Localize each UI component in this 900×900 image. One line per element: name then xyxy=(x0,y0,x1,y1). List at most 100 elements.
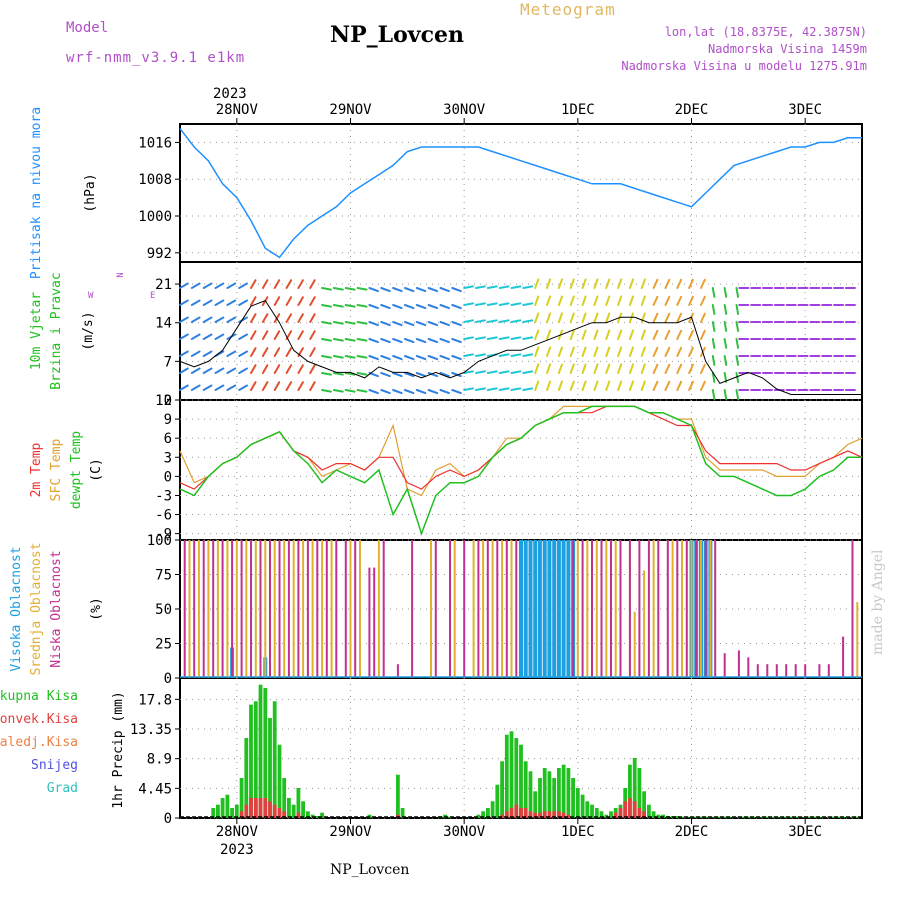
wind-arrow-237 xyxy=(569,380,575,391)
cloud-bar-2-17 xyxy=(344,540,347,678)
precip-bar-1-22 xyxy=(547,811,552,818)
wind-arrow-43 xyxy=(250,296,257,306)
ytick-label-temperature-6: 9 xyxy=(164,412,172,428)
wind-arrow-200 xyxy=(510,353,522,357)
wind-arrow-146 xyxy=(415,389,427,395)
wind-arrow-46 xyxy=(250,347,257,357)
compass-e: E xyxy=(150,291,155,301)
wind-arrow-39 xyxy=(238,350,248,357)
wind-arrow-14 xyxy=(202,282,213,289)
wind-arrow-234 xyxy=(569,329,575,340)
wind-arrow-176 xyxy=(475,302,486,306)
wind-title-line2: Brzina i Pravac xyxy=(49,272,64,389)
wind-arrow-114 xyxy=(368,321,379,327)
cloud-bar-2-36 xyxy=(610,540,612,678)
precip-bar-0-63 xyxy=(632,758,637,818)
wind-arrow-67 xyxy=(285,347,293,357)
wind-arrow-22 xyxy=(214,299,225,306)
precip-bar-0-17 xyxy=(291,804,296,818)
wind-arrow-54 xyxy=(261,364,269,374)
precip-bar-0-46 xyxy=(552,778,557,818)
wind-arrow-330 xyxy=(735,304,740,315)
ytick-label-precip-3: 13.35 xyxy=(130,722,172,738)
precip-bar-0-54 xyxy=(590,804,594,818)
precip-bar-1-18 xyxy=(528,811,533,818)
ytick-label-pressure-2: 1008 xyxy=(138,172,172,188)
precip-bar-0-86 xyxy=(741,816,746,818)
cloud-bar-2-46 xyxy=(704,540,707,678)
wind-arrow-315 xyxy=(711,287,716,298)
model-elevation-label: Nadmorska Visina u modelu 1275.91m xyxy=(621,59,867,73)
cloud-bar-2-21 xyxy=(382,540,385,678)
wind-arrow-36 xyxy=(238,299,248,306)
wind-arrow-51 xyxy=(261,313,269,323)
wind-arrow-253 xyxy=(605,295,611,306)
wind-arrow-198 xyxy=(510,319,522,323)
cloud-bar-1-15 xyxy=(330,540,333,678)
wind-arrow-171 xyxy=(463,336,474,340)
wind-title-line1: 10m Vjetar xyxy=(29,292,44,370)
precip-bar-0-8 xyxy=(249,704,253,818)
wind-arrow-180 xyxy=(475,370,486,374)
wind-arrow-245 xyxy=(593,278,599,289)
precip-bar-1-4 xyxy=(258,798,263,818)
wind-arrow-308 xyxy=(699,278,706,289)
wind-arrow-317 xyxy=(711,321,716,332)
wind-arrow-87 xyxy=(321,338,332,342)
cloud-bar-1-32 xyxy=(643,570,646,678)
cloud-bar-2-7 xyxy=(250,540,252,678)
cloud-bar-1-23 xyxy=(491,540,494,678)
precip-bar-0-58 xyxy=(609,811,613,818)
cloud-bar-2-20 xyxy=(373,567,376,678)
precip-bar-1-7 xyxy=(272,804,277,818)
cloud-bar-2-59 xyxy=(842,636,845,678)
precip-bar-0-68 xyxy=(656,814,661,818)
wind-arrow-298 xyxy=(676,346,683,357)
cloud-bar-2-5 xyxy=(231,540,234,678)
wind-arrow-212 xyxy=(534,312,540,323)
wind-arrow-18 xyxy=(202,350,213,357)
cloud-bar-2-43 xyxy=(676,540,679,678)
wind-arrow-7 xyxy=(190,282,201,289)
wind-arrow-163 xyxy=(451,321,462,327)
ytick-label-wind-3: 21 xyxy=(155,277,172,293)
date-label-bottom-5: 3DEC xyxy=(788,824,822,840)
wind-arrow-161 xyxy=(451,287,462,293)
cloud-bar-2-15 xyxy=(325,540,328,678)
wind-arrow-322 xyxy=(723,287,728,298)
cloud-bar-2-25 xyxy=(449,540,451,678)
precip-bar-1-19 xyxy=(533,812,538,818)
precip-bar-0-9 xyxy=(253,701,258,818)
ytick-label-clouds-1: 25 xyxy=(155,637,172,653)
dewpt-temp-line xyxy=(179,405,862,536)
wind-arrow-101 xyxy=(344,338,356,342)
wind-arrow-170 xyxy=(463,319,474,323)
wind-arrow-116 xyxy=(368,355,379,361)
ytick-label-temperature-4: 3 xyxy=(164,450,172,466)
wind-arrow-72 xyxy=(297,313,304,323)
wind-arrow-228 xyxy=(557,346,563,357)
cloud-bar-1-6 xyxy=(245,540,248,678)
wind-arrow-35 xyxy=(238,282,248,289)
wind-arrow-302 xyxy=(688,295,694,306)
cloud-title-2: Niska Oblacnost xyxy=(49,550,64,667)
wind-arrow-329 xyxy=(735,287,740,298)
wind-arrow-192 xyxy=(498,336,510,340)
precip-bar-0-1 xyxy=(216,804,220,818)
wind-arrow-219 xyxy=(546,312,552,323)
wind-arrow-17 xyxy=(202,333,213,340)
wind-arrow-276 xyxy=(640,329,646,340)
cloud-bar-2-57 xyxy=(818,664,821,678)
cloud-bar-2-47 xyxy=(714,540,717,678)
precip-bar-1-27 xyxy=(613,812,618,818)
wind-arrow-28 xyxy=(226,282,237,289)
precip-bar-0-36 xyxy=(504,734,509,818)
wind-arrow-254 xyxy=(605,312,611,323)
cloud-bar-2-14 xyxy=(316,540,319,678)
cloud-bar-2-38 xyxy=(628,540,631,678)
precip-bar-0-6 xyxy=(239,778,244,818)
cloud-bar-2-37 xyxy=(619,540,622,678)
cloud-bar-1-22 xyxy=(482,540,485,678)
wind-arrow-229 xyxy=(557,363,563,374)
cloud-bar-2-56 xyxy=(804,664,807,678)
